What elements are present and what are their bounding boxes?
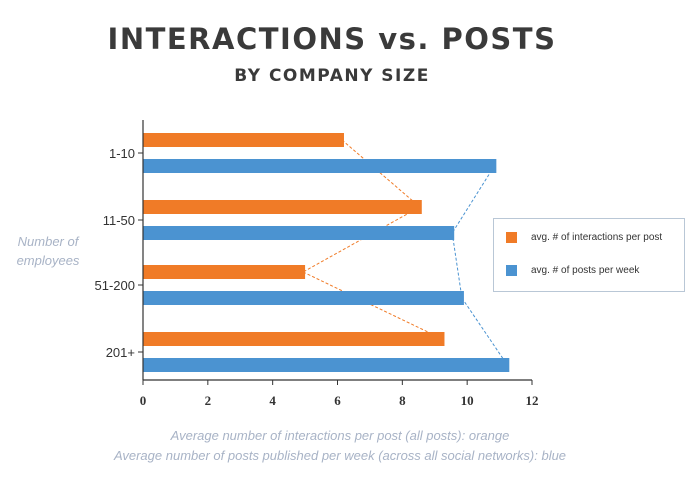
x-tick-label: 4 <box>269 393 276 408</box>
connector-line-interactions <box>341 139 421 208</box>
y-tick-label: 1-10 <box>109 146 135 161</box>
bar-posts <box>143 226 455 240</box>
connector-line-posts <box>451 232 463 299</box>
x-tick-label: 6 <box>334 393 341 408</box>
connector-line-posts <box>461 297 508 366</box>
x-tick-label: 12 <box>526 393 539 408</box>
y-axis-label: Number of employees <box>16 234 80 268</box>
chart-title: INTERACTIONS vs. POSTS <box>107 22 557 56</box>
bar-interactions <box>143 332 445 346</box>
y-tick-label: 201+ <box>106 345 135 360</box>
legend-swatch-interactions <box>506 232 517 243</box>
bar-posts <box>143 358 510 372</box>
y-tick-label: 51-200 <box>95 278 135 293</box>
legend-item-interactions: avg. # of interactions per post <box>506 232 662 243</box>
connector-line-posts <box>451 165 495 234</box>
connector-line-interactions <box>302 271 443 340</box>
bar-interactions <box>143 200 422 214</box>
footnote-posts: Average number of posts published per we… <box>113 448 567 463</box>
bar-interactions <box>143 265 306 279</box>
bar-posts <box>143 291 464 305</box>
x-tick-label: 10 <box>461 393 474 408</box>
bar-interactions <box>143 133 344 147</box>
legend-label-posts: avg. # of posts per week <box>531 265 640 276</box>
x-tick-label: 2 <box>205 393 212 408</box>
chart-subtitle: BY COMPANY SIZE <box>234 66 430 86</box>
footnote-interactions: Average number of interactions per post … <box>170 428 510 443</box>
legend-swatch-posts <box>506 265 517 276</box>
x-tick-label: 8 <box>399 393 406 408</box>
x-tick-label: 0 <box>140 393 147 408</box>
legend-item-posts: avg. # of posts per week <box>506 265 639 276</box>
chart-legend: avg. # of interactions per post avg. # o… <box>493 218 685 292</box>
y-tick-label: 11-50 <box>103 213 135 228</box>
bar-posts <box>143 159 497 173</box>
legend-label-interactions: avg. # of interactions per post <box>531 232 663 243</box>
